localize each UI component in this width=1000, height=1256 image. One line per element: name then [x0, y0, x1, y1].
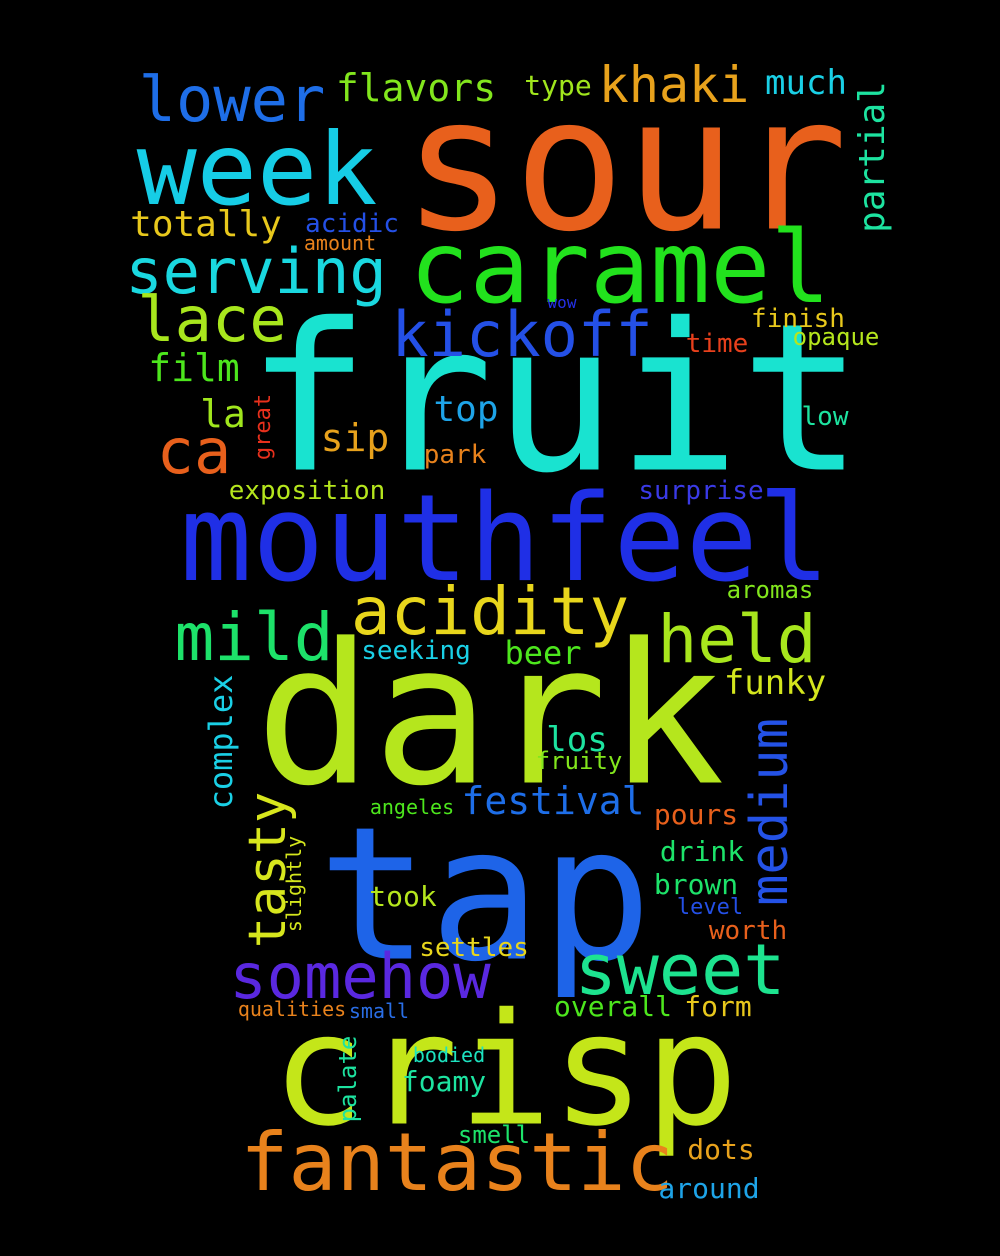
word-amount: amount	[303, 231, 377, 255]
word-acidic: acidic	[305, 209, 399, 239]
word-held: held	[657, 601, 817, 678]
word-serving: serving	[125, 235, 387, 308]
word-festival: festival	[461, 779, 645, 823]
word-kickoff: kickoff	[391, 298, 653, 371]
word-settles: settles	[419, 933, 529, 963]
word-partial: partial	[852, 81, 893, 233]
word-palate: palate	[334, 1035, 362, 1123]
word-park: park	[423, 440, 487, 470]
word-form: form	[684, 990, 752, 1023]
word-low: low	[801, 402, 849, 432]
word-sip: sip	[320, 416, 390, 460]
word-bodied: bodied	[412, 1043, 486, 1067]
word-exposition: exposition	[228, 476, 386, 506]
word-opaque: opaque	[792, 323, 880, 351]
word-around: around	[658, 1172, 760, 1205]
word-smell: smell	[457, 1121, 531, 1149]
word-much: much	[765, 63, 847, 103]
word-caramel: caramel	[409, 209, 831, 326]
word-la: la	[200, 392, 246, 436]
word-worth: worth	[708, 916, 788, 946]
word-flavors: flavors	[335, 66, 497, 110]
word-type: type	[524, 69, 592, 102]
word-top: top	[433, 389, 499, 430]
word-aromas: aromas	[726, 576, 814, 604]
word-great: great	[251, 393, 276, 461]
word-dark: dark	[255, 601, 725, 829]
word-fruit: fruit	[246, 280, 864, 519]
word-time: time	[685, 329, 749, 359]
word-overall: overall	[553, 990, 673, 1023]
word-lower: lower	[138, 63, 326, 136]
word-film: film	[148, 346, 240, 390]
word-brown: brown	[653, 868, 739, 901]
word-tap: tap	[317, 786, 653, 1003]
word-surprise: surprise	[638, 476, 764, 506]
word-acidity: acidity	[350, 573, 630, 650]
word-somehow: somehow	[229, 940, 491, 1013]
word-slightly: slightly	[282, 835, 306, 933]
word-level: level	[676, 895, 744, 920]
word-angeles: angeles	[369, 795, 455, 819]
word-los: los	[546, 720, 608, 760]
word-qualities: qualities	[237, 997, 347, 1021]
word-foamy: foamy	[401, 1065, 487, 1098]
word-medium: medium	[740, 718, 800, 906]
word-sour: sour	[402, 56, 848, 273]
word-crisp: crisp	[271, 979, 739, 1161]
word-funky: funky	[723, 663, 827, 703]
word-drink: drink	[659, 835, 745, 868]
word-complex: complex	[202, 674, 240, 810]
word-ca: ca	[156, 415, 232, 488]
word-khaki: khaki	[598, 56, 750, 114]
word-wow: wow	[547, 293, 577, 312]
word-pours: pours	[653, 798, 739, 831]
word-totally: totally	[130, 204, 282, 245]
word-small: small	[348, 999, 410, 1023]
word-seeking: seeking	[361, 636, 471, 666]
word-beer: beer	[504, 634, 582, 672]
word-sweet: sweet	[574, 929, 786, 1011]
word-week: week	[136, 111, 378, 228]
word-mild: mild	[174, 599, 334, 676]
word-fruity: fruity	[535, 747, 623, 775]
word-took: took	[369, 880, 437, 913]
word-lace: lace	[137, 283, 287, 356]
word-finish: finish	[751, 304, 845, 334]
word-fantastic: fantastic	[240, 1116, 674, 1209]
word-mouthfeel: mouthfeel	[179, 470, 831, 609]
word-dots: dots	[687, 1133, 755, 1166]
